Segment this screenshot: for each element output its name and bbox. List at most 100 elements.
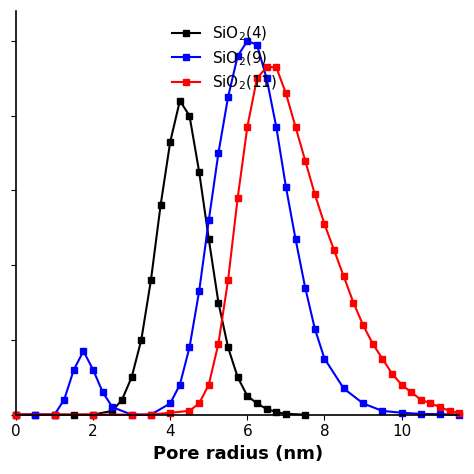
- SiO$_2$(9): [109, 404, 115, 410]
- SiO$_2$(9): [129, 412, 135, 418]
- SiO$_2$(11): [52, 412, 57, 418]
- SiO$_2$(11): [418, 397, 424, 402]
- SiO$_2$(11): [409, 389, 414, 395]
- SiO$_2$(4): [119, 397, 125, 402]
- SiO$_2$(4): [90, 412, 96, 418]
- SiO$_2$(4): [13, 412, 19, 418]
- SiO$_2$(11): [283, 91, 289, 96]
- SiO$_2$(9): [254, 42, 260, 47]
- SiO$_2$(9): [283, 184, 289, 190]
- SiO$_2$(4): [138, 337, 144, 343]
- SiO$_2$(9): [216, 150, 221, 156]
- SiO$_2$(9): [273, 124, 279, 130]
- SiO$_2$(9): [90, 367, 96, 373]
- SiO$_2$(11): [370, 341, 375, 346]
- SiO$_2$(11): [235, 195, 240, 201]
- Line: SiO$_2$(9): SiO$_2$(9): [12, 37, 463, 418]
- SiO$_2$(11): [341, 273, 346, 279]
- SiO$_2$(4): [216, 300, 221, 305]
- SiO$_2$(4): [177, 98, 182, 104]
- SiO$_2$(4): [158, 202, 164, 208]
- SiO$_2$(11): [196, 401, 202, 406]
- SiO$_2$(9): [61, 397, 67, 402]
- SiO$_2$(9): [438, 411, 443, 417]
- SiO$_2$(11): [302, 158, 308, 164]
- SiO$_2$(4): [109, 408, 115, 414]
- SiO$_2$(4): [187, 113, 192, 118]
- SiO$_2$(9): [245, 38, 250, 44]
- SiO$_2$(4): [71, 412, 77, 418]
- SiO$_2$(11): [216, 341, 221, 346]
- SiO$_2$(11): [206, 382, 211, 388]
- SiO$_2$(9): [456, 412, 462, 418]
- SiO$_2$(11): [399, 382, 404, 388]
- SiO$_2$(4): [206, 236, 211, 242]
- Legend: SiO$_2$(4), SiO$_2$(9), SiO$_2$(11): SiO$_2$(4), SiO$_2$(9), SiO$_2$(11): [166, 19, 283, 99]
- X-axis label: Pore radius (nm): Pore radius (nm): [153, 445, 323, 463]
- SiO$_2$(11): [322, 221, 328, 227]
- SiO$_2$(11): [90, 412, 96, 418]
- SiO$_2$(11): [245, 124, 250, 130]
- SiO$_2$(4): [52, 412, 57, 418]
- SiO$_2$(11): [254, 75, 260, 81]
- SiO$_2$(11): [447, 408, 453, 414]
- SiO$_2$(9): [13, 412, 19, 418]
- SiO$_2$(11): [389, 371, 395, 376]
- SiO$_2$(11): [129, 412, 135, 418]
- SiO$_2$(11): [438, 404, 443, 410]
- SiO$_2$(4): [196, 169, 202, 174]
- SiO$_2$(9): [206, 218, 211, 223]
- SiO$_2$(4): [235, 374, 240, 380]
- SiO$_2$(11): [456, 410, 462, 416]
- SiO$_2$(11): [428, 401, 433, 406]
- SiO$_2$(4): [302, 412, 308, 418]
- SiO$_2$(9): [225, 94, 231, 100]
- SiO$_2$(4): [167, 139, 173, 145]
- SiO$_2$(4): [283, 411, 289, 417]
- SiO$_2$(9): [360, 401, 366, 406]
- SiO$_2$(11): [225, 277, 231, 283]
- SiO$_2$(11): [187, 408, 192, 414]
- SiO$_2$(11): [264, 64, 269, 70]
- SiO$_2$(4): [129, 374, 135, 380]
- SiO$_2$(9): [312, 326, 318, 331]
- SiO$_2$(11): [380, 356, 385, 361]
- SiO$_2$(9): [100, 389, 106, 395]
- SiO$_2$(9): [264, 75, 269, 81]
- SiO$_2$(9): [380, 408, 385, 414]
- SiO$_2$(11): [351, 300, 356, 305]
- SiO$_2$(4): [32, 412, 38, 418]
- SiO$_2$(4): [148, 277, 154, 283]
- SiO$_2$(4): [264, 406, 269, 412]
- SiO$_2$(9): [418, 411, 424, 417]
- SiO$_2$(9): [235, 53, 240, 59]
- SiO$_2$(11): [167, 410, 173, 416]
- SiO$_2$(9): [71, 367, 77, 373]
- SiO$_2$(11): [148, 412, 154, 418]
- SiO$_2$(4): [273, 409, 279, 415]
- Line: SiO$_2$(11): SiO$_2$(11): [12, 64, 463, 418]
- Line: SiO$_2$(4): SiO$_2$(4): [12, 97, 309, 418]
- SiO$_2$(11): [312, 191, 318, 197]
- SiO$_2$(9): [177, 382, 182, 388]
- SiO$_2$(9): [187, 345, 192, 350]
- SiO$_2$(9): [399, 410, 404, 416]
- SiO$_2$(9): [341, 386, 346, 392]
- SiO$_2$(11): [331, 247, 337, 253]
- SiO$_2$(9): [196, 289, 202, 294]
- SiO$_2$(9): [302, 285, 308, 291]
- SiO$_2$(11): [273, 64, 279, 70]
- SiO$_2$(11): [13, 412, 19, 418]
- SiO$_2$(9): [52, 412, 57, 418]
- SiO$_2$(9): [167, 401, 173, 406]
- SiO$_2$(11): [292, 124, 298, 130]
- SiO$_2$(9): [148, 412, 154, 418]
- SiO$_2$(11): [360, 322, 366, 328]
- SiO$_2$(9): [81, 348, 86, 354]
- SiO$_2$(4): [225, 345, 231, 350]
- SiO$_2$(9): [32, 412, 38, 418]
- SiO$_2$(4): [254, 401, 260, 406]
- SiO$_2$(9): [322, 356, 328, 361]
- SiO$_2$(4): [245, 393, 250, 399]
- SiO$_2$(9): [292, 236, 298, 242]
